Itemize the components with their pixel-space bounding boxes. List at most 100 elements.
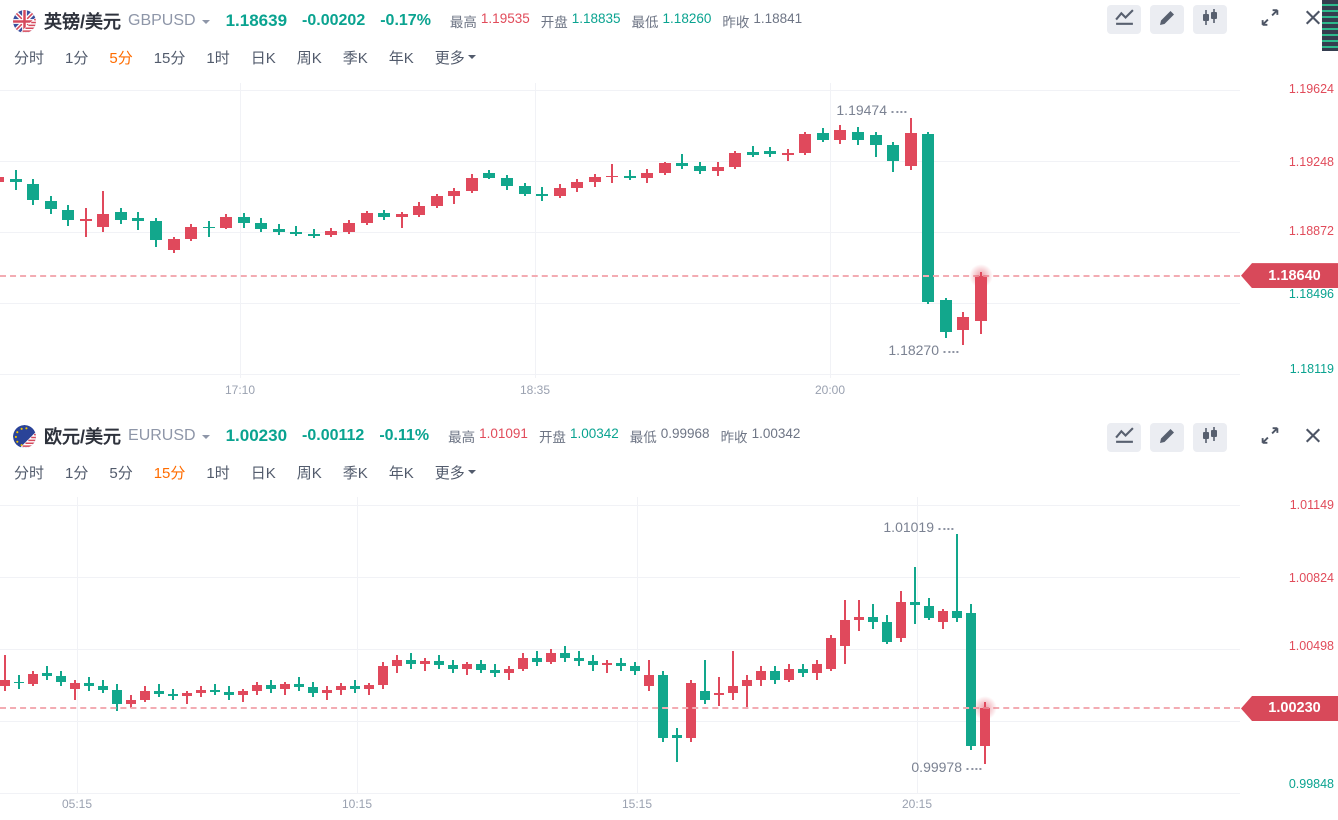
candlestick-button[interactable] bbox=[1193, 423, 1227, 452]
candle-body bbox=[922, 134, 935, 303]
candle-body bbox=[784, 668, 794, 680]
candle-body bbox=[413, 205, 426, 216]
expand-icon bbox=[1259, 7, 1281, 33]
h-gridline bbox=[0, 505, 1240, 506]
tab-分时[interactable]: 分时 bbox=[14, 49, 45, 67]
chart2-toolbar bbox=[1107, 423, 1338, 452]
candle-body bbox=[869, 135, 882, 146]
expand-button[interactable] bbox=[1253, 5, 1287, 34]
tab-日K[interactable]: 日K bbox=[250, 464, 276, 482]
candle-body bbox=[220, 217, 233, 228]
candle-body bbox=[168, 694, 178, 697]
candle-body bbox=[887, 145, 900, 161]
tab-周K[interactable]: 周K bbox=[296, 49, 322, 67]
candle-wick bbox=[466, 661, 468, 676]
candle-wick bbox=[956, 533, 958, 623]
tab-季K[interactable]: 季K bbox=[342, 49, 368, 67]
v-gridline bbox=[357, 497, 358, 793]
candle-body bbox=[574, 657, 584, 661]
symbol-dropdown-caret-icon[interactable] bbox=[201, 20, 210, 28]
candle-body bbox=[56, 676, 66, 682]
tab-5分[interactable]: 5分 bbox=[109, 464, 133, 482]
y-axis-label: 1.18872 bbox=[1288, 224, 1334, 238]
trend-line-button[interactable] bbox=[1107, 423, 1141, 452]
candle-body bbox=[465, 177, 478, 191]
v-gridline bbox=[535, 83, 536, 378]
h-gridline bbox=[0, 793, 1240, 794]
y-axis-label: 1.00498 bbox=[1288, 639, 1334, 653]
tab-分时[interactable]: 分时 bbox=[14, 464, 45, 482]
candle-body bbox=[714, 692, 724, 696]
close-button[interactable] bbox=[1296, 423, 1330, 452]
tab-年K[interactable]: 年K bbox=[388, 464, 414, 482]
candle-body bbox=[9, 179, 22, 183]
candle-body bbox=[536, 193, 549, 197]
tab-周K[interactable]: 周K bbox=[296, 464, 322, 482]
low-annotation: 1.18270 bbox=[888, 342, 958, 358]
ohlc-stats: 最高 1.01091 开盘 1.00342 最低 0.99968 昨收 1.00342 bbox=[437, 426, 800, 446]
more-caret-icon bbox=[467, 55, 476, 63]
price-change-pct: -0.17% bbox=[380, 12, 431, 29]
candle-wick bbox=[676, 728, 678, 762]
candlestick-icon bbox=[1200, 8, 1220, 32]
tab-15分[interactable]: 15分 bbox=[153, 49, 186, 67]
chart2-interval-tabs: 分时 1分 5分 15分 1时 日K 周K 季K 年K 更多 bbox=[0, 457, 497, 487]
tab-1分[interactable]: 1分 bbox=[65, 464, 89, 482]
candle-body bbox=[504, 668, 514, 673]
candle-body bbox=[448, 190, 461, 197]
candle-body bbox=[770, 670, 780, 680]
candle-body bbox=[343, 222, 355, 233]
trend-line-icon bbox=[1114, 8, 1135, 32]
x-axis-label: 15:15 bbox=[621, 797, 653, 811]
candle-body bbox=[238, 690, 248, 696]
candle-body bbox=[202, 226, 215, 229]
pencil-button[interactable] bbox=[1150, 423, 1184, 452]
stat-最低: 最低 1.18260 bbox=[631, 11, 712, 30]
high-annotation-leader-dots bbox=[891, 110, 906, 113]
v-gridline bbox=[77, 497, 78, 793]
candle-body bbox=[154, 690, 164, 695]
close-button[interactable] bbox=[1296, 5, 1330, 34]
tab-1时[interactable]: 1时 bbox=[206, 464, 230, 482]
trend-line-button[interactable] bbox=[1107, 5, 1141, 34]
v-gridline bbox=[830, 83, 831, 378]
candle-body bbox=[938, 611, 948, 623]
tab-日K[interactable]: 日K bbox=[250, 49, 276, 67]
symbol-dropdown-caret-icon[interactable] bbox=[201, 435, 210, 443]
h-gridline bbox=[0, 649, 1240, 650]
stat-昨收: 昨收 1.00342 bbox=[720, 426, 801, 445]
high-annotation-text: 1.19474 bbox=[836, 102, 887, 118]
tab-15分[interactable]: 15分 bbox=[153, 464, 186, 482]
tab-更多[interactable]: 更多 bbox=[435, 47, 476, 68]
corner-mini-widget[interactable] bbox=[1319, 0, 1338, 56]
candlestick-button[interactable] bbox=[1193, 5, 1227, 34]
stat-开盘: 开盘 1.00342 bbox=[538, 426, 619, 445]
y-axis-label: 1.19624 bbox=[1288, 82, 1334, 96]
candle-wick bbox=[102, 190, 105, 233]
candle-body bbox=[280, 684, 290, 689]
tab-1分[interactable]: 1分 bbox=[65, 49, 89, 67]
tab-5分[interactable]: 5分 bbox=[109, 49, 133, 67]
tab-季K[interactable]: 季K bbox=[342, 464, 368, 482]
tab-更多[interactable]: 更多 bbox=[435, 462, 476, 483]
pencil-button[interactable] bbox=[1150, 5, 1184, 34]
tab-1时[interactable]: 1时 bbox=[206, 49, 230, 67]
x-axis-label: 18:35 bbox=[519, 383, 551, 397]
high-annotation: 1.01019 bbox=[883, 519, 953, 535]
candle-wick bbox=[628, 170, 631, 181]
candle-body bbox=[571, 182, 584, 188]
candle-body bbox=[307, 234, 320, 236]
candle-wick bbox=[295, 225, 298, 237]
candle-body bbox=[420, 660, 430, 665]
candle-wick bbox=[914, 566, 916, 625]
candle-body bbox=[62, 209, 75, 220]
tab-年K[interactable]: 年K bbox=[388, 49, 414, 67]
y-axis-label: 0.99848 bbox=[1288, 777, 1334, 791]
candle-body bbox=[252, 685, 262, 691]
candle-body bbox=[700, 690, 710, 700]
candle-wick bbox=[284, 681, 286, 696]
candle-wick bbox=[718, 677, 720, 707]
candle-body bbox=[224, 691, 234, 696]
expand-button[interactable] bbox=[1253, 423, 1287, 452]
current-price-glow-dot bbox=[968, 263, 993, 288]
